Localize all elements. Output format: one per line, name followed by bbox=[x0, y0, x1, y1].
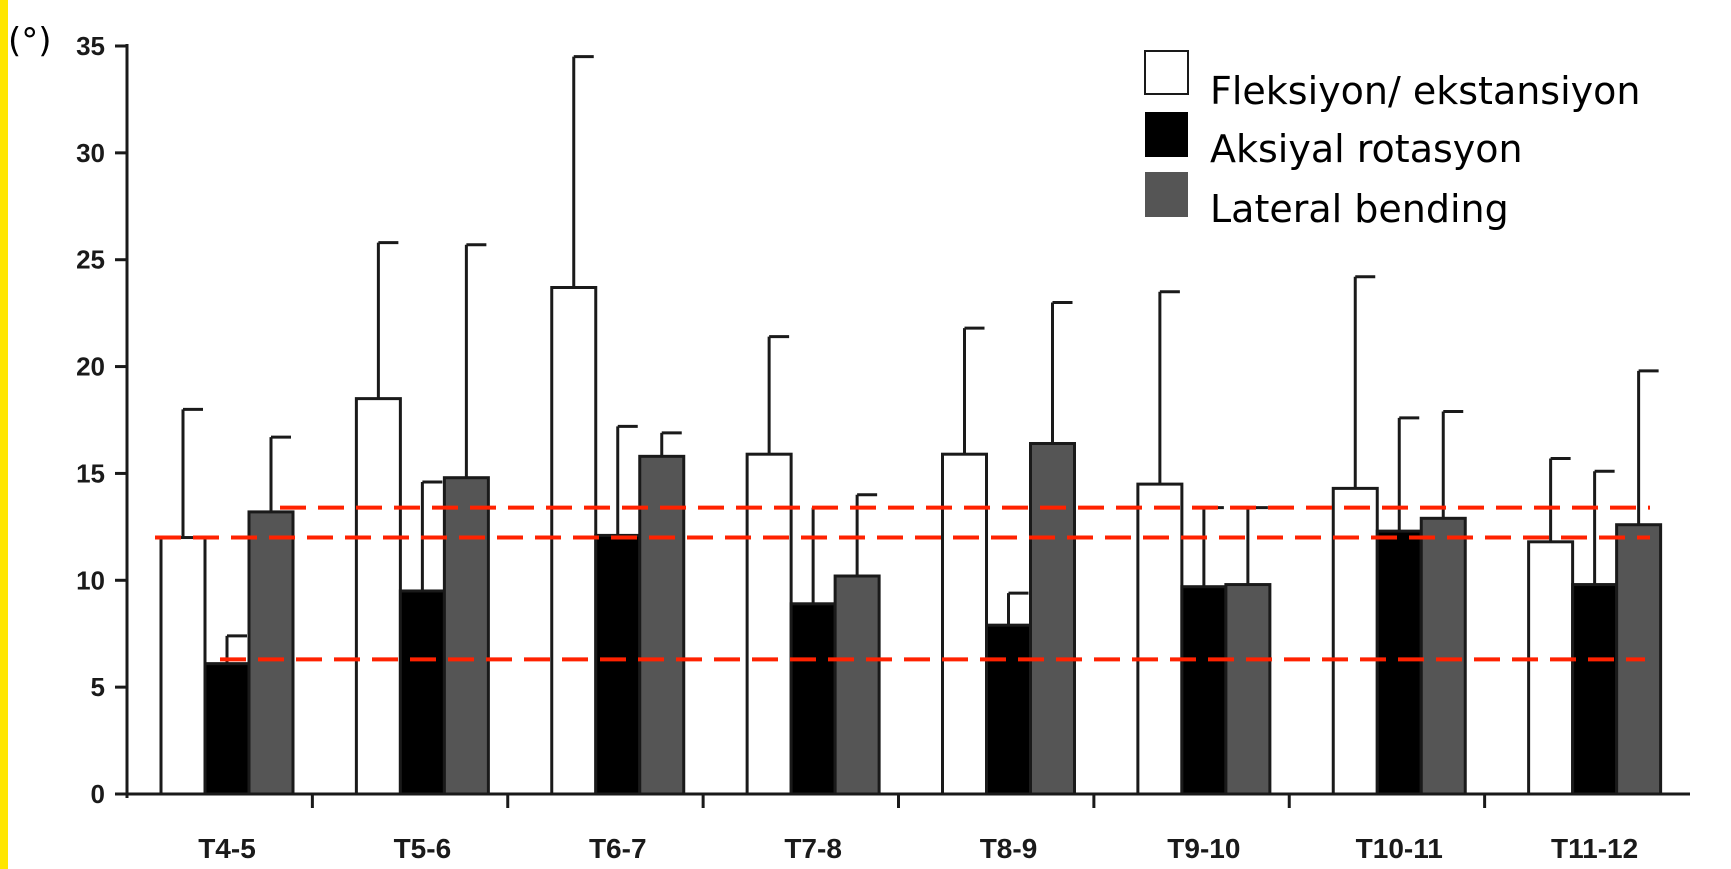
bar-rotation bbox=[1571, 583, 1619, 796]
error-bars bbox=[181, 55, 1659, 664]
legend-swatch-flexion bbox=[1144, 50, 1189, 95]
y-tick-label: 35 bbox=[76, 31, 105, 61]
bar-rotation bbox=[594, 533, 642, 796]
x-category-label: T5-6 bbox=[394, 833, 452, 864]
bar-flexion bbox=[550, 285, 598, 796]
bar-flexion bbox=[1331, 486, 1379, 796]
bar-flexion bbox=[745, 452, 793, 796]
y-tick-label: 10 bbox=[76, 565, 105, 595]
bar-rotation bbox=[985, 623, 1032, 796]
legend-swatch-rotation bbox=[1145, 112, 1188, 157]
bar-rotation bbox=[1375, 529, 1423, 796]
bar-flexion bbox=[1527, 540, 1575, 796]
y-tick-label: 30 bbox=[76, 138, 105, 168]
legend-label-flexion: Fleksiyon/ ekstansiyon bbox=[1210, 69, 1641, 113]
bar-flexion bbox=[159, 536, 207, 796]
x-category-label: T4-5 bbox=[198, 833, 256, 864]
bar-flexion bbox=[1136, 482, 1184, 796]
x-category-label: T8-9 bbox=[980, 833, 1038, 864]
bar-rotation bbox=[1180, 585, 1228, 796]
y-tick-label: 15 bbox=[76, 458, 105, 488]
bar-rotation bbox=[398, 589, 446, 796]
x-category-label: T6-7 bbox=[589, 833, 647, 864]
x-category-label: T11-12 bbox=[1551, 833, 1638, 864]
bar-flexion bbox=[354, 397, 402, 796]
x-category-label: T7-8 bbox=[784, 833, 842, 864]
x-category-label: T9-10 bbox=[1167, 833, 1240, 864]
bar-lateral bbox=[247, 510, 295, 796]
x-category-label: T10-11 bbox=[1356, 833, 1443, 864]
bars bbox=[159, 285, 1663, 796]
bar-rotation bbox=[203, 662, 251, 796]
legend-label-rotation: Aksiyal rotasyon bbox=[1210, 127, 1523, 171]
y-tick-label: 0 bbox=[91, 779, 105, 809]
reference-lines bbox=[155, 505, 1650, 662]
legend-label-lateral: Lateral bending bbox=[1210, 187, 1509, 231]
bar-lateral bbox=[442, 476, 490, 796]
bar-lateral bbox=[833, 574, 881, 796]
legend: Fleksiyon/ ekstansiyon Aksiyal rotasyon … bbox=[1144, 50, 1641, 231]
y-tick-label: 5 bbox=[91, 672, 105, 702]
bar-lateral bbox=[1029, 442, 1076, 796]
y-unit-label: (°) bbox=[8, 21, 52, 61]
bar-lateral bbox=[1224, 583, 1272, 796]
bar-lateral bbox=[1419, 516, 1467, 796]
bar-flexion bbox=[941, 452, 988, 796]
y-tick-label: 25 bbox=[76, 245, 105, 275]
side-color-strip bbox=[0, 0, 8, 869]
y-tick-label: 20 bbox=[76, 352, 105, 382]
bar-rotation bbox=[789, 602, 837, 796]
legend-swatch-lateral bbox=[1145, 172, 1188, 217]
tick-labels: 0 5 10 15 20 25 30 35 T4-5 T5-6 T6-7 T7-8 T8-9 T9-10 T… bbox=[76, 31, 1638, 864]
